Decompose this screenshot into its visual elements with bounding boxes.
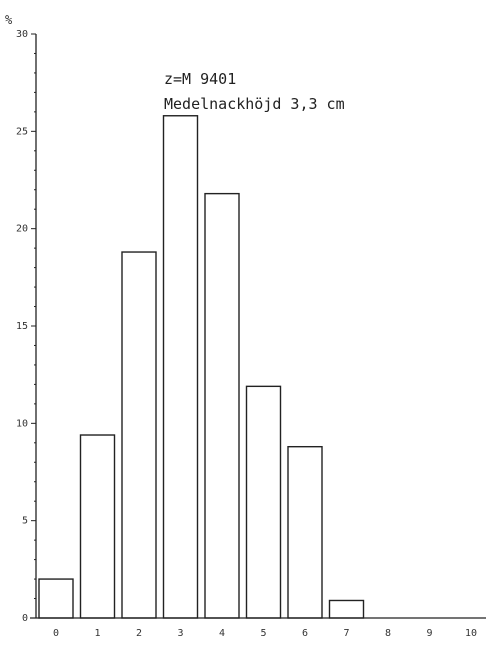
bar [162, 115, 199, 619]
x-tick-label: 3 [177, 628, 183, 639]
bar [204, 192, 240, 619]
x-axis: 0 1 2 3 4 5 6 7 8 9 10 [30, 617, 486, 639]
y-tick-label: 15 [16, 321, 28, 332]
y-tick-label: 25 [16, 126, 28, 137]
x-tick-label: 6 [302, 628, 308, 639]
y-tick-label: 10 [16, 418, 28, 429]
y-tick-label: 5 [22, 516, 28, 527]
bar [328, 599, 365, 619]
x-tick-label: 8 [385, 628, 391, 639]
chart-annotation-mean-height: Medelnackhöjd 3,3 cm [164, 95, 345, 113]
x-tick-label: 0 [53, 628, 59, 639]
x-tick-label: 10 [465, 628, 477, 639]
bar [245, 385, 282, 619]
x-tick-label: 2 [136, 628, 142, 639]
y-tick-label: 30 [16, 29, 28, 40]
x-tick-label: 5 [260, 628, 266, 639]
x-tick-label: 9 [426, 628, 432, 639]
bar [79, 434, 116, 619]
bar [121, 251, 157, 619]
y-tick-label: 0 [22, 613, 28, 624]
x-tick-label: 4 [219, 628, 225, 639]
bar [38, 578, 74, 619]
chart-annotation-series: z=M 9401 [164, 70, 236, 88]
y-axis-unit: % [5, 13, 13, 27]
y-axis: 0 5 10 15 20 25 30 [16, 29, 37, 624]
y-tick-label: 20 [16, 224, 28, 235]
bar [287, 445, 323, 619]
bars [38, 115, 365, 619]
x-tick-label: 7 [343, 628, 349, 639]
x-tick-label: 1 [94, 628, 100, 639]
